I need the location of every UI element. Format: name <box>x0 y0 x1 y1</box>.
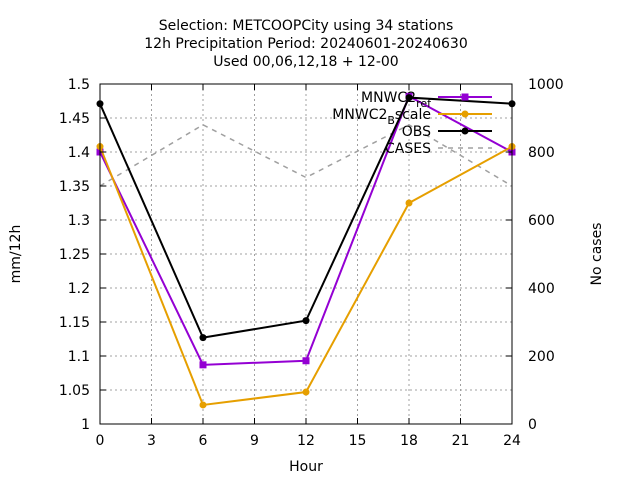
x-tick-label: 0 <box>96 433 105 449</box>
y2-tick-label: 0 <box>528 417 537 433</box>
legend-label: MNWC2Bscale <box>332 107 431 127</box>
legend-label: CASES <box>385 141 431 157</box>
chart-title: Selection: METCOOPCity using 34 stations… <box>144 18 467 70</box>
y2-tick-label: 1000 <box>528 77 564 93</box>
x-tick-label: 24 <box>503 433 521 449</box>
legend-entry: OBS <box>402 124 492 140</box>
y2-tick-label: 600 <box>528 213 555 229</box>
legend-marker <box>461 110 469 118</box>
data-point <box>302 388 310 396</box>
y2-tick-label: 800 <box>528 145 555 161</box>
x-tick-label: 18 <box>400 433 418 449</box>
y-tick-label: 1.35 <box>59 179 90 195</box>
y-tick-label: 1 <box>81 417 90 433</box>
title-line: Used 00,06,12,18 + 12-00 <box>213 54 398 70</box>
x-tick-label: 3 <box>147 433 156 449</box>
data-point <box>199 401 207 409</box>
data-point <box>302 357 310 365</box>
series-cases <box>99 123 513 187</box>
x-tick-label: 21 <box>452 433 470 449</box>
y-tick-label: 1.15 <box>59 315 90 331</box>
y2-tick-label: 400 <box>528 281 555 297</box>
series-line <box>99 123 513 187</box>
data-point <box>199 334 207 342</box>
y-tick-label: 1.45 <box>59 111 90 127</box>
legend-entry: MNWC2Bscale <box>332 107 492 127</box>
title-line: Selection: METCOOPCity using 34 stations <box>159 18 454 34</box>
x-tick-label: 9 <box>250 433 259 449</box>
x-axis-label: Hour <box>289 459 323 475</box>
y-axis-label: mm/12h <box>8 225 24 284</box>
legend-marker <box>461 127 469 135</box>
axis-ticks: 0 3 6 9 12 15 18 21 24 1 1.05 1.1 1.15 1.2 1.25 1.3 1.35… <box>59 77 564 449</box>
y-tick-label: 1.05 <box>59 383 90 399</box>
x-tick-label: 15 <box>349 433 367 449</box>
data-point <box>405 94 413 102</box>
grid <box>100 84 512 424</box>
y-tick-label: 1.25 <box>59 247 90 263</box>
legend-label: MNWC2ref <box>361 90 432 110</box>
y2-axis-label: No cases <box>589 223 605 286</box>
data-point <box>405 199 413 207</box>
legend-entry: MNWC2ref <box>361 90 492 110</box>
data-point <box>302 317 310 325</box>
legend-label: OBS <box>402 124 431 140</box>
series-obs <box>96 94 516 342</box>
legend-entry: CASES <box>385 141 492 157</box>
y-tick-label: 1.5 <box>68 77 90 93</box>
y-tick-label: 1.3 <box>68 213 90 229</box>
y-tick-label: 1.4 <box>68 145 90 161</box>
legend-marker <box>461 93 469 101</box>
data-point <box>199 361 207 369</box>
y2-tick-label: 200 <box>528 349 555 365</box>
y-tick-label: 1.1 <box>68 349 90 365</box>
y-tick-label: 1.2 <box>68 281 90 297</box>
title-line: 12h Precipitation Period: 20240601-20240… <box>144 36 467 52</box>
x-tick-label: 12 <box>297 433 315 449</box>
series-mnwc2_bscale <box>96 143 516 409</box>
x-tick-label: 6 <box>199 433 208 449</box>
